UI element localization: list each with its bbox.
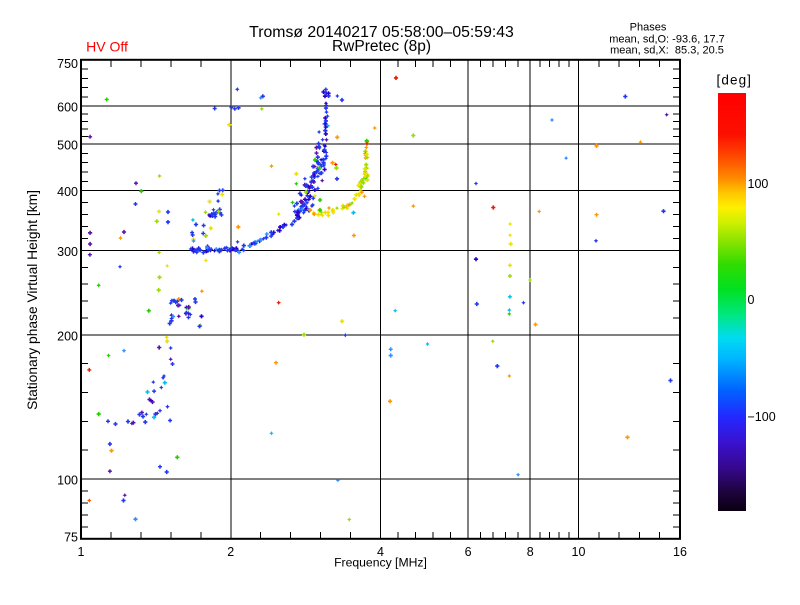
svg-text:400: 400 (57, 185, 78, 199)
svg-text:[deg]: [deg] (717, 73, 753, 88)
svg-text:8: 8 (527, 545, 534, 559)
svg-text:6: 6 (465, 545, 472, 559)
svg-text:−100: −100 (748, 410, 776, 424)
svg-text:Tromsø 20140217 05:58:00–05:59: Tromsø 20140217 05:58:00–05:59:43 (249, 24, 514, 41)
svg-text:300: 300 (57, 245, 78, 259)
svg-text:200: 200 (57, 329, 78, 343)
svg-text:600: 600 (57, 101, 78, 115)
svg-text:10: 10 (572, 545, 586, 559)
svg-text:16: 16 (673, 545, 687, 559)
svg-text:RwPretec (8p): RwPretec (8p) (332, 38, 431, 55)
svg-text:Phases: Phases (630, 22, 667, 34)
svg-text:4: 4 (377, 545, 384, 559)
svg-text:100: 100 (748, 177, 769, 191)
svg-text:500: 500 (57, 139, 78, 153)
svg-text:HV Off: HV Off (86, 39, 128, 55)
svg-text:100: 100 (57, 473, 78, 487)
svg-text:75: 75 (64, 530, 78, 544)
svg-text:0: 0 (748, 293, 755, 307)
svg-text:750: 750 (57, 57, 78, 71)
svg-text:Stationary phase Virtual Heigh: Stationary phase Virtual Height [km] (25, 190, 40, 410)
svg-text:Frequency [MHz]: Frequency [MHz] (334, 556, 427, 570)
svg-text:mean, sd,O: -93.6, 17.7: mean, sd,O: -93.6, 17.7 (609, 34, 725, 46)
svg-text:2: 2 (227, 545, 234, 559)
svg-text:mean, sd,X: 85.3, 20.5: mean, sd,X: 85.3, 20.5 (610, 45, 724, 57)
svg-text:1: 1 (78, 545, 85, 559)
